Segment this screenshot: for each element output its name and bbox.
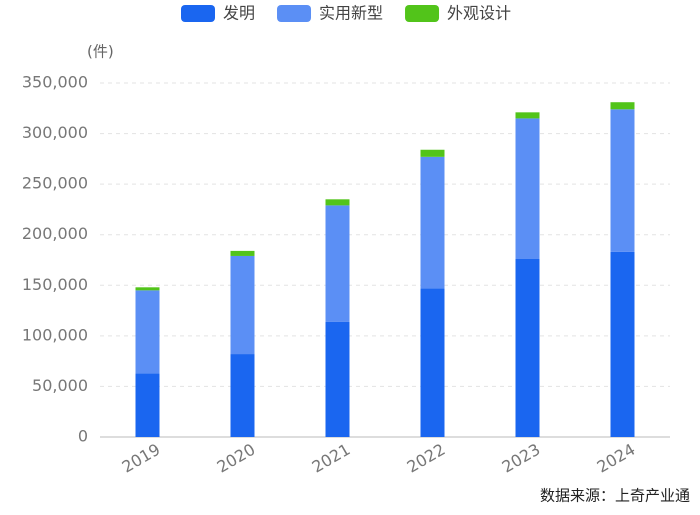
bar-segment [230,354,255,437]
unit-label: (件) [87,43,114,61]
x-tick-label: 2021 [309,440,354,477]
y-tick-label: 300,000 [22,123,88,142]
bar-segment [420,149,445,157]
bar-segment [325,199,350,206]
x-tick-label: 2019 [119,440,164,477]
legend-label: 实用新型 [319,4,383,23]
x-tick-label: 2022 [404,440,449,477]
y-tick-label: 250,000 [22,174,88,193]
legend-label: 外观设计 [447,4,511,23]
bar-segment [325,321,350,437]
y-tick-label: 100,000 [22,325,88,344]
y-tick-label: 150,000 [22,275,88,294]
bar-segment [135,290,160,374]
y-tick-label: 200,000 [22,224,88,243]
bar-segment [610,109,635,252]
source: 数据来源：上奇产业通 [540,487,690,505]
x-tick-label: 2020 [214,440,259,477]
y-tick-label: 50,000 [32,376,88,395]
bar-segment [610,102,635,110]
bar-segment [325,205,350,322]
bar-segment [420,156,445,289]
legend-label: 发明 [223,4,255,23]
y-tick-label: 350,000 [22,73,88,92]
legend-swatch [277,5,312,22]
bar-segment [610,251,635,437]
bar-segment [515,258,540,437]
x-tick-label: 2024 [594,440,639,477]
bar-segment [135,287,160,291]
bar-segment [420,288,445,437]
bar-segment [135,373,160,437]
bar-segment [230,255,255,355]
bar-segment [515,112,540,119]
bar-segment [230,250,255,256]
x-tick-label: 2023 [499,440,544,477]
legend-swatch [181,5,215,22]
legend-swatch [405,5,440,22]
y-tick-label: 0 [78,427,88,446]
bar-segment [515,118,540,259]
